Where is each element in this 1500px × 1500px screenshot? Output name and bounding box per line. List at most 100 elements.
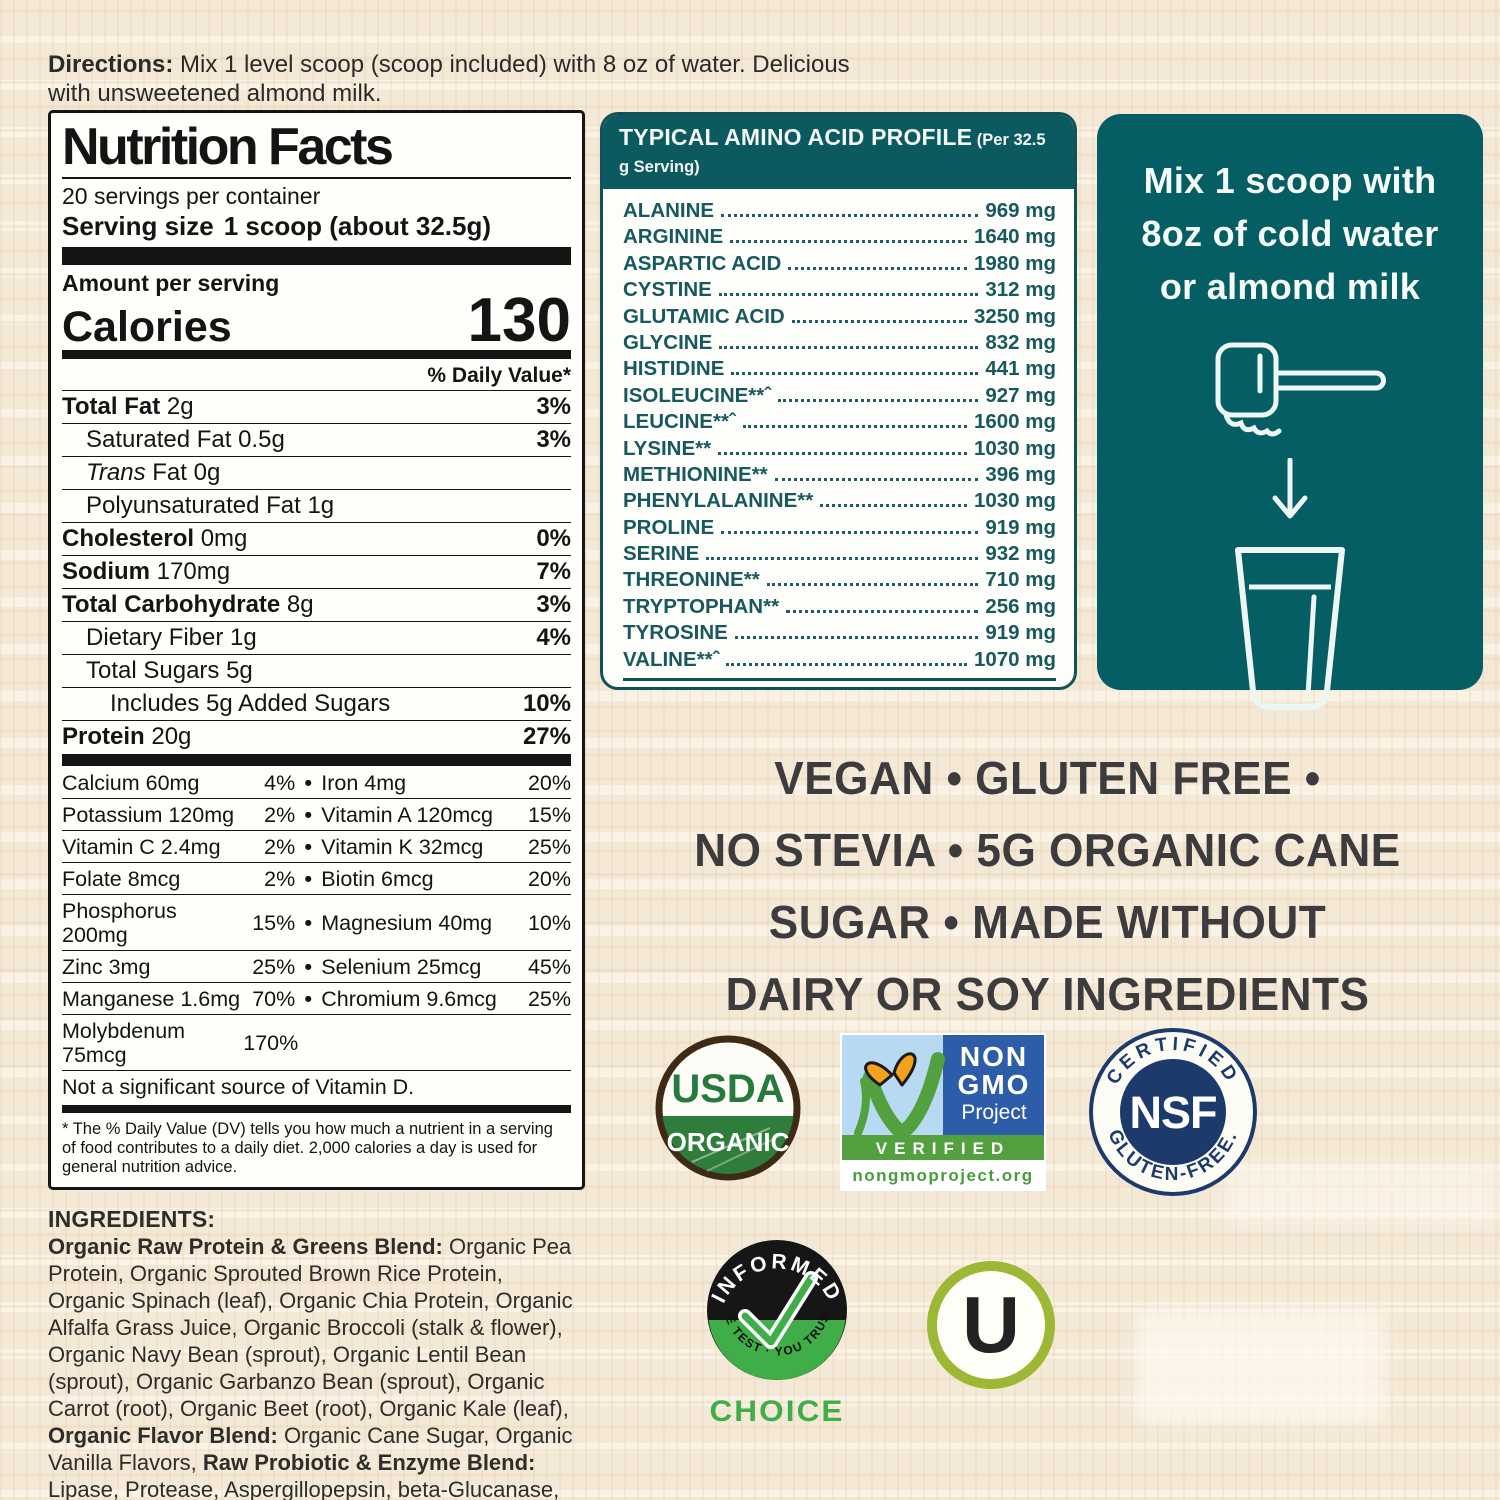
amino-row: ASPARTIC ACID 1980 mg [623, 251, 1056, 275]
vitamin-row: Potassium 120mg 2% • Vitamin A 120mcg 15% [62, 799, 571, 832]
ingredients-section: INGREDIENTS: Organic Raw Protein & Green… [48, 1205, 585, 1500]
directions-body: Mix 1 level scoop (scoop included) with … [48, 51, 850, 107]
amino-row: LYSINE** 1030 mg [623, 436, 1056, 460]
mix-icons [1097, 341, 1483, 718]
claim-line: DAIRY OR SOY INGREDIENTS [725, 968, 1370, 1020]
mix-instructions-box: Mix 1 scoop with 8oz of cold water or almo… [1097, 114, 1483, 710]
vitamin-row: Folate 8mcg 2% • Biotin 6mcg 20% [62, 863, 571, 896]
amino-rows: ALANINE 969 mg ARGININE 1640 mg ASPARTIC ACI… [603, 189, 1074, 674]
vitamin-row: Vitamin C 2.4mg 2% • Vitamin K 32mcg 25% [62, 831, 571, 864]
nutrient-row: Total Sugars 5g [62, 655, 571, 689]
ingredient-segment: Organic Flavor Blend: [48, 1423, 284, 1449]
nutrient-row: Includes 5g Added Sugars 10% [62, 688, 571, 722]
amino-row: ARGININE 1640 mg [623, 225, 1056, 249]
directions-label: Directions: [48, 51, 174, 78]
usda-text: USDA [671, 1067, 784, 1111]
amino-row: GLUTAMIC ACID 3250 mg [623, 304, 1056, 328]
vitamin-row: Calcium 60mg 4% • Iron 4mg 20% [62, 767, 571, 800]
amino-row: ALANINE 969 mg [623, 199, 1056, 222]
amount-per-serving-label: Amount per serving [62, 270, 280, 297]
glass-icon [1231, 545, 1349, 718]
nutrient-row: Dietary Fiber 1g 4% [62, 622, 571, 656]
calories-row: Calories 130 [62, 286, 571, 356]
amino-header-title: TYPICAL AMINO ACID PROFILE [619, 124, 973, 150]
claims-text: VEGAN • GLUTEN FREE • NO STEVIA • 5G ORGA… [600, 742, 1495, 1030]
amino-row: TRYPTOPHAN** 256 mg [623, 594, 1056, 618]
left-column: Nutrition Facts 20 servings per containe… [48, 110, 585, 1500]
nongmo-line3: Project [961, 1101, 1027, 1124]
usda-organic-badge: USDA ORGANIC [652, 1032, 804, 1189]
amino-row: LEUCINE**ˆ 1600 mg [623, 410, 1056, 434]
amino-header-sub: (Per 32.5 g Serving) [619, 131, 1046, 176]
nutrient-row: Protein 20g 27% [62, 723, 571, 751]
amino-header: TYPICAL AMINO ACID PROFILE (Per 32.5 g S… [603, 115, 1074, 189]
nongmo-line1: NON [960, 1041, 1028, 1072]
amino-row: VALINE**ˆ 1070 mg [623, 647, 1056, 671]
nutrient-row: Sodium 170mg 7% [62, 556, 571, 590]
background-highlight-patch [1220, 1165, 1500, 1225]
vitamin-row: Molybdenum 75mcg 170% [62, 1015, 571, 1072]
nutrient-row: Polyunsaturated Fat 1g [62, 490, 571, 524]
vitamin-row: Manganese 1.6mg 70% • Chromium 9.6mcg 25% [62, 983, 571, 1016]
amino-acid-panel: TYPICAL AMINO ACID PROFILE (Per 32.5 g S… [600, 112, 1077, 690]
mix-instruction-line: Mix 1 scoop with [1143, 160, 1437, 201]
ingredient-segment: Raw Probiotic & Enzyme Blend: [202, 1450, 536, 1476]
calories-value: 130 [467, 286, 571, 356]
claim-line: VEGAN • GLUTEN FREE • [774, 752, 1321, 804]
amino-row: CYSTINE 312 mg [623, 278, 1056, 302]
checkmark-icon [863, 1052, 945, 1142]
nutrient-row: Total Fat 2g 3% [62, 391, 571, 425]
vitamin-row: Phosphorus 200mg 15% • Magnesium 40mg 10% [62, 895, 571, 952]
nongmo-verified: VERIFIED [876, 1139, 1010, 1158]
ingredients-heading: INGREDIENTS: [48, 1206, 216, 1233]
amino-row: THREONINE** 710 mg [623, 568, 1056, 592]
serving-size-label: Serving size [62, 211, 214, 242]
daily-value-header: % Daily Value* [62, 361, 571, 392]
ingredient-segment: Organic Pea Protein, Organic Sprouted Br… [48, 1234, 573, 1422]
scoop-icon [1210, 341, 1410, 444]
amino-row: HISTIDINE 441 mg [623, 357, 1056, 381]
divider-bar [62, 350, 571, 360]
down-arrow-icon [1268, 457, 1312, 529]
nutrient-row: Cholesterol 0mg 0% [62, 523, 571, 557]
ingredient-segment: Organic Cane Sugar, Organic Vanilla Flav… [48, 1423, 573, 1476]
nf-rows: Total Fat 2g 3% Saturated Fat 0.5g 3% Trans … [62, 391, 571, 753]
nutrient-row: Trans Fat 0g [62, 457, 571, 491]
u-letter: U [962, 1280, 1020, 1369]
amino-row: GLYCINE 832 mg [623, 330, 1056, 354]
non-gmo-verified-badge: NON GMO Project VERIFIED nongmoproject.o… [840, 1033, 1046, 1196]
amino-row: ISOLEUCINE**ˆ 927 mg [623, 383, 1056, 407]
ingredient-segment: Lipase, Protease, Aspergillopepsin, beta… [48, 1477, 560, 1500]
nsf-gluten-free-badge: NSF CERTIFIED GLUTEN-FREE. [1087, 1026, 1259, 1203]
nongmo-url: nongmoproject.org [852, 1166, 1033, 1185]
amino-row: METHIONINE** 396 mg [623, 462, 1056, 486]
directions-text: Directions: Mix 1 level scoop (scoop inc… [48, 50, 858, 108]
nutrition-facts-panel: Nutrition Facts 20 servings per containe… [48, 110, 585, 1191]
serving-size-value: 1 scoop (about 32.5g) [223, 211, 491, 242]
nutrient-row: Total Carbohydrate 8g 3% [62, 589, 571, 623]
amino-footnote: **Essential Amino Acids ˆBranched Chain … [623, 678, 1056, 687]
ingredient-segment: Organic Raw Protein & Greens Blend: [48, 1234, 449, 1260]
claim-line: NO STEVIA • 5G ORGANIC CANE [694, 824, 1401, 876]
vitamin-row: Zinc 3mg 25% • Selenium 25mcg 45% [62, 951, 571, 984]
nongmo-line2: GMO [958, 1069, 1031, 1100]
claim-line: SUGAR • MADE WITHOUT [768, 896, 1327, 948]
u-certification-badge: U [924, 1258, 1058, 1397]
amino-row: PHENYLALANINE** 1030 mg [623, 489, 1056, 513]
butterfly-icon [864, 1052, 917, 1087]
nutrition-title: Nutrition Facts [62, 120, 571, 180]
divider-bar [62, 754, 571, 767]
mix-instructions-text: Mix 1 scoop with 8oz of cold water or almo… [1097, 154, 1483, 313]
nsf-center-text: NSF [1130, 1087, 1217, 1138]
divider-bar [62, 247, 571, 266]
serving-size: Serving size 1 scoop (about 32.5g) [62, 210, 571, 243]
amino-row: SERINE 932 mg [623, 542, 1056, 566]
amino-row: TYROSINE 919 mg [623, 621, 1056, 645]
ingredients-text: Organic Raw Protein & Greens Blend: Orga… [48, 1233, 585, 1500]
mix-instruction-line: 8oz of cold water [1141, 213, 1439, 254]
informed-choice-label: CHOICE [709, 1395, 845, 1428]
usda-organic-text: ORGANIC [667, 1127, 790, 1157]
divider-bar [62, 1105, 571, 1114]
amino-row: PROLINE 919 mg [623, 515, 1056, 539]
